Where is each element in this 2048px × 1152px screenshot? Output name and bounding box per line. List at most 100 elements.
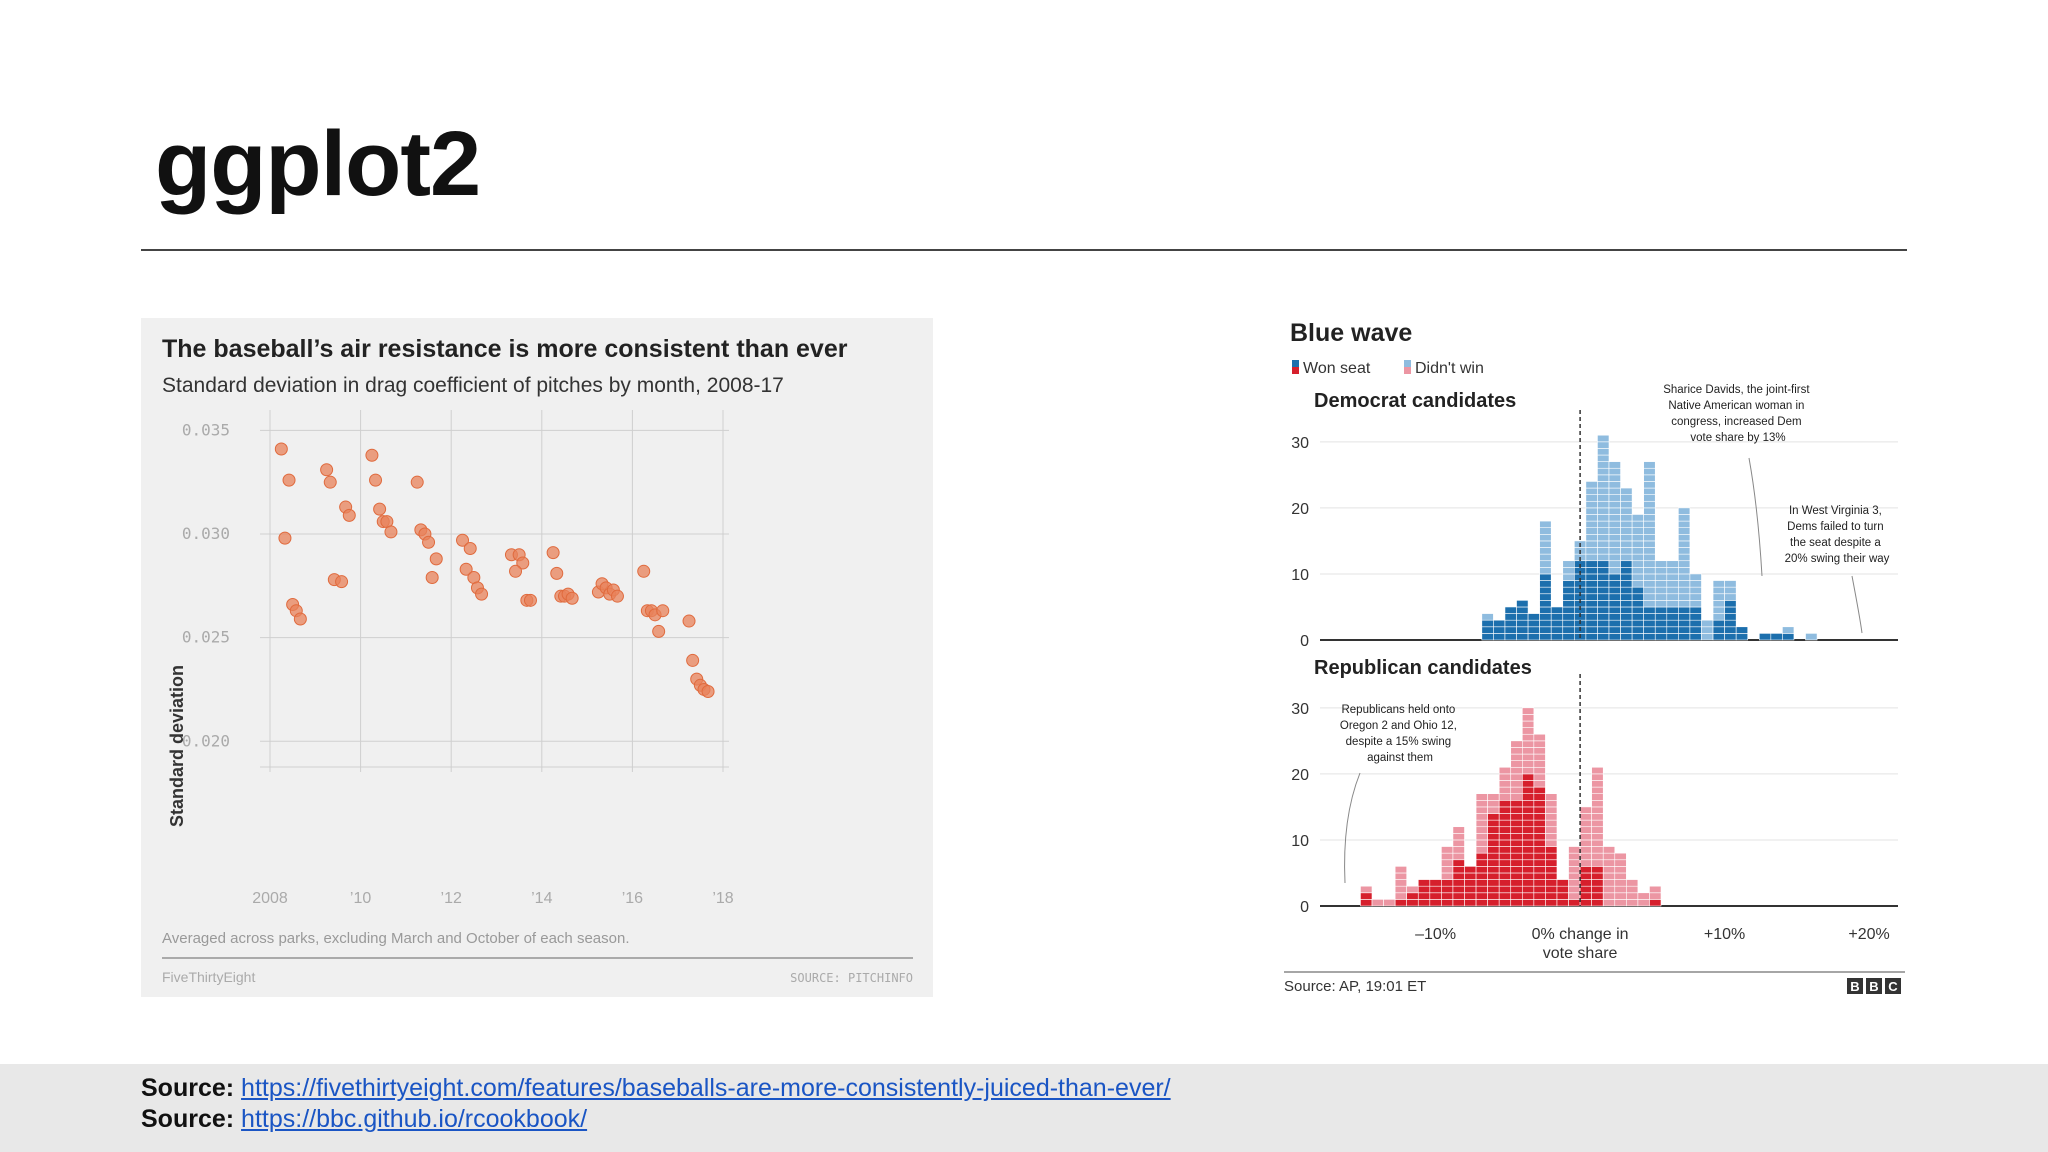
dem-won-bar [1689,619,1702,628]
rep-won-bar [1533,846,1546,854]
rep-won-bar [1510,826,1523,834]
rep-lost-bar [1545,819,1558,828]
dem-lost-bar [1643,461,1656,469]
dem-lost-bar [1585,540,1598,548]
rep-won-bar [1522,859,1535,867]
rep-lost-bar [1579,826,1592,834]
rep-won-bar [1545,852,1558,861]
rep-lost-bar [1614,879,1627,887]
dem-lost-bar [1608,560,1621,568]
dem-won-bar [1597,593,1610,601]
dem-lost-bar [1689,580,1702,588]
dem-won-bar [1724,619,1737,628]
dem-lost-bar [1597,474,1610,482]
rep-lost-bar [1591,833,1604,841]
source-link-bbc[interactable]: https://bbc.github.io/rcookbook/ [241,1105,588,1133]
dem-lost-bar [1539,520,1552,528]
annotation-west-virginia-leader [1851,575,1863,634]
rep-won-bar [1522,839,1535,847]
rep-won-bar [1591,899,1604,907]
dem-lost-bar [1701,633,1714,641]
dem-lost-bar [1608,567,1621,575]
dem-won-bar [1689,626,1702,634]
dem-won-bar [1504,613,1517,621]
dem-won-bar [1608,593,1621,601]
dem-lost-bar [1631,540,1644,548]
dem-won-bar [1504,606,1517,614]
dem-won-bar [1666,633,1679,641]
dem-lost-bar [1678,520,1691,528]
rep-lost-bar [1614,872,1627,880]
dem-won-bar [1516,613,1529,621]
dem-lost-bar [1597,527,1610,535]
rep-lost-bar [1394,866,1407,874]
rep-lost-bar [1522,766,1535,775]
rep-lost-bar [1545,806,1558,814]
dem-lost-bar [1643,547,1656,555]
dem-lost-bar [1712,613,1725,621]
rep-won-bar [1487,833,1500,841]
rep-won-bar [1579,872,1592,880]
rep-won-bar [1475,872,1488,880]
scatter-chart-subtitle: Standard deviation in drag coefficient o… [162,374,784,397]
rep-won-bar [1510,866,1523,874]
rep-lost-bar [1522,727,1535,735]
annotation-sharice-davids-text: Sharice Davids, the joint-first Native A… [1663,384,1813,444]
dem-lost-bar [1608,553,1621,562]
dem-won-bar [1597,567,1610,575]
rep-won-bar [1522,819,1535,828]
rep-won-bar [1498,833,1512,841]
dem-won-bar [1585,600,1598,608]
dem-won-bar [1608,600,1621,608]
dem-won-bar [1678,606,1691,614]
bbc-logo: B B C [1847,978,1901,994]
rep-won-bar [1522,793,1535,801]
rep-lost-bar [1510,740,1523,748]
bbc-logo-b2: B [1869,979,1878,994]
rep-won-bar [1406,899,1419,907]
dem-won-bar [1620,586,1633,595]
dem-lost-bar [1712,600,1725,608]
annotation-republicans-held-text: Republicans held onto Oregon 2 and Ohio … [1340,704,1460,764]
rep-lost-bar [1498,766,1512,775]
rep-won-bar [1522,806,1535,814]
bbc-logo-c: C [1888,979,1898,994]
rep-won-bar [1510,852,1523,861]
dem-lost-bar [1689,593,1702,601]
rep-lost-bar [1579,833,1592,841]
dem-lost-bar [1654,560,1668,568]
slide-title: ggplot2 [155,113,481,215]
dem-lost-bar [1643,573,1656,581]
dem-lost-bar [1597,454,1610,462]
dem-won-bar [1585,560,1598,568]
dem-panel-subtitle: Democrat candidates [1314,390,1516,412]
dem-lost-bar [1712,580,1725,588]
rep-lost-bar [1591,780,1604,788]
rep-lost-bar [1637,899,1650,907]
dem-won-bar [1585,633,1598,641]
rep-won-bar [1429,892,1442,900]
rep-won-bar [1429,885,1442,894]
dem-won-bar [1666,613,1679,621]
rep-lost-bar [1579,859,1592,867]
histogram-x-tick-label: +10% [1704,926,1745,943]
rep-lost-bar [1475,800,1488,808]
dem-won-bar [1550,626,1564,634]
dem-lost-bar [1539,553,1552,562]
scatter-y-tick-label: 0.035 [182,420,230,439]
rep-y-tick-label: 20 [1291,767,1309,784]
rep-lost-bar [1475,839,1488,847]
dem-won-bar [1608,613,1621,621]
rep-lost-bar [1614,899,1627,907]
histogram-legend: Won seat Didn't win [1292,360,1484,377]
rep-won-bar [1522,786,1535,794]
dem-won-bar [1527,613,1540,621]
source-link-fivethirtyeight[interactable]: https://fivethirtyeight.com/features/bas… [241,1074,1171,1102]
dem-won-bar [1608,580,1621,588]
rep-lost-bar [1602,879,1616,887]
histogram-x-tick-labels: –10% 0% change in vote share +10% +20% [1415,926,1890,962]
rep-lost-bar [1533,766,1546,775]
dem-won-bar [1620,573,1633,581]
rep-lost-bar [1533,780,1546,788]
rep-lost-bar [1475,793,1488,801]
